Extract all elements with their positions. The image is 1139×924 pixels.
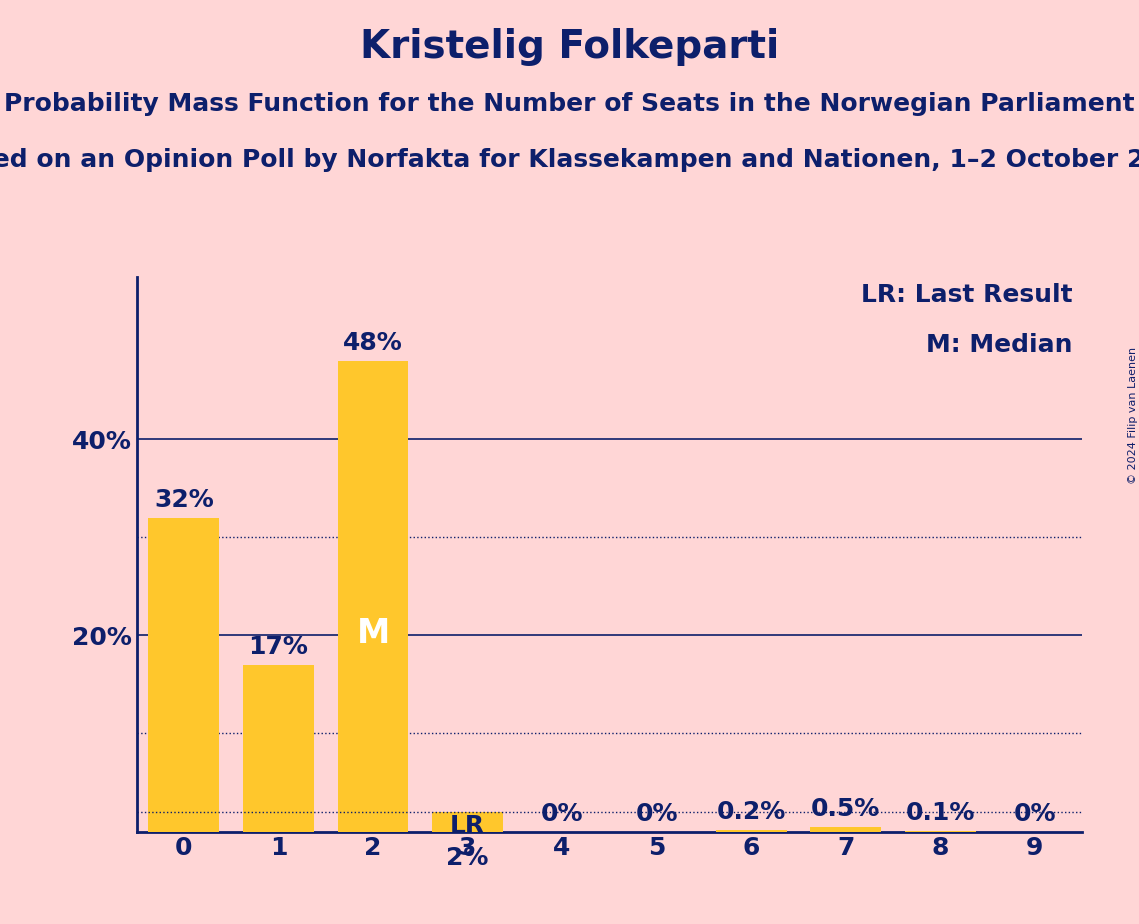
Text: 0%: 0%	[1014, 802, 1056, 826]
Text: M: M	[357, 617, 390, 650]
Bar	[337, 360, 409, 832]
Text: M: Median: M: Median	[926, 333, 1073, 357]
Text: 32%: 32%	[154, 488, 214, 512]
Text: LR: LR	[450, 814, 485, 838]
Bar	[432, 812, 503, 832]
Text: © 2024 Filip van Laenen: © 2024 Filip van Laenen	[1129, 347, 1138, 484]
Bar	[904, 831, 976, 832]
Text: Kristelig Folkeparti: Kristelig Folkeparti	[360, 28, 779, 66]
Text: Probability Mass Function for the Number of Seats in the Norwegian Parliament: Probability Mass Function for the Number…	[5, 92, 1134, 116]
Text: 17%: 17%	[248, 635, 309, 659]
Text: 0.1%: 0.1%	[906, 801, 975, 825]
Text: 0.5%: 0.5%	[811, 796, 880, 821]
Text: 0%: 0%	[541, 802, 583, 826]
Text: 2%: 2%	[446, 846, 489, 870]
Text: 0.2%: 0.2%	[716, 800, 786, 824]
Text: 0%: 0%	[636, 802, 678, 826]
Bar	[243, 664, 314, 832]
Text: LR: Last Result: LR: Last Result	[861, 283, 1073, 307]
Bar	[715, 830, 787, 832]
Text: 48%: 48%	[343, 331, 403, 355]
Bar	[148, 517, 220, 832]
Text: Based on an Opinion Poll by Norfakta for Klassekampen and Nationen, 1–2 October : Based on an Opinion Poll by Norfakta for…	[0, 148, 1139, 172]
Bar	[810, 827, 882, 832]
